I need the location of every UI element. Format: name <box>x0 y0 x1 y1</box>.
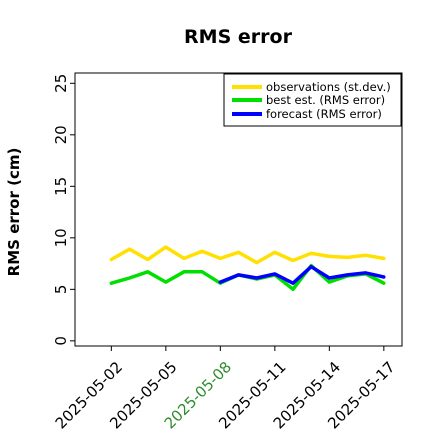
x-axis: 2025-05-022025-05-052025-05-082025-05-11… <box>52 346 399 432</box>
legend-label-forecast: forecast (RMS error) <box>266 107 382 121</box>
series-line-0 <box>109 245 386 265</box>
legend: observations (st.dev.) best est. (RMS er… <box>223 73 402 127</box>
legend-label-observations: observations (st.dev.) <box>266 80 391 94</box>
y-tick-label: 0 <box>52 336 70 346</box>
y-tick-label: 5 <box>52 285 70 295</box>
y-tick-label: 15 <box>52 177 70 196</box>
y-axis: 0 5 10 15 20 25 <box>52 74 75 346</box>
y-axis-label: RMS error (cm) <box>5 148 23 277</box>
chart-title: RMS error <box>184 26 293 48</box>
series-line-2 <box>218 264 386 285</box>
series-lines <box>109 245 386 292</box>
y-tick-label: 10 <box>52 228 70 247</box>
y-tick-label: 25 <box>52 74 70 93</box>
y-tick-label: 20 <box>52 125 70 144</box>
legend-label-best-est: best est. (RMS error) <box>266 93 385 107</box>
